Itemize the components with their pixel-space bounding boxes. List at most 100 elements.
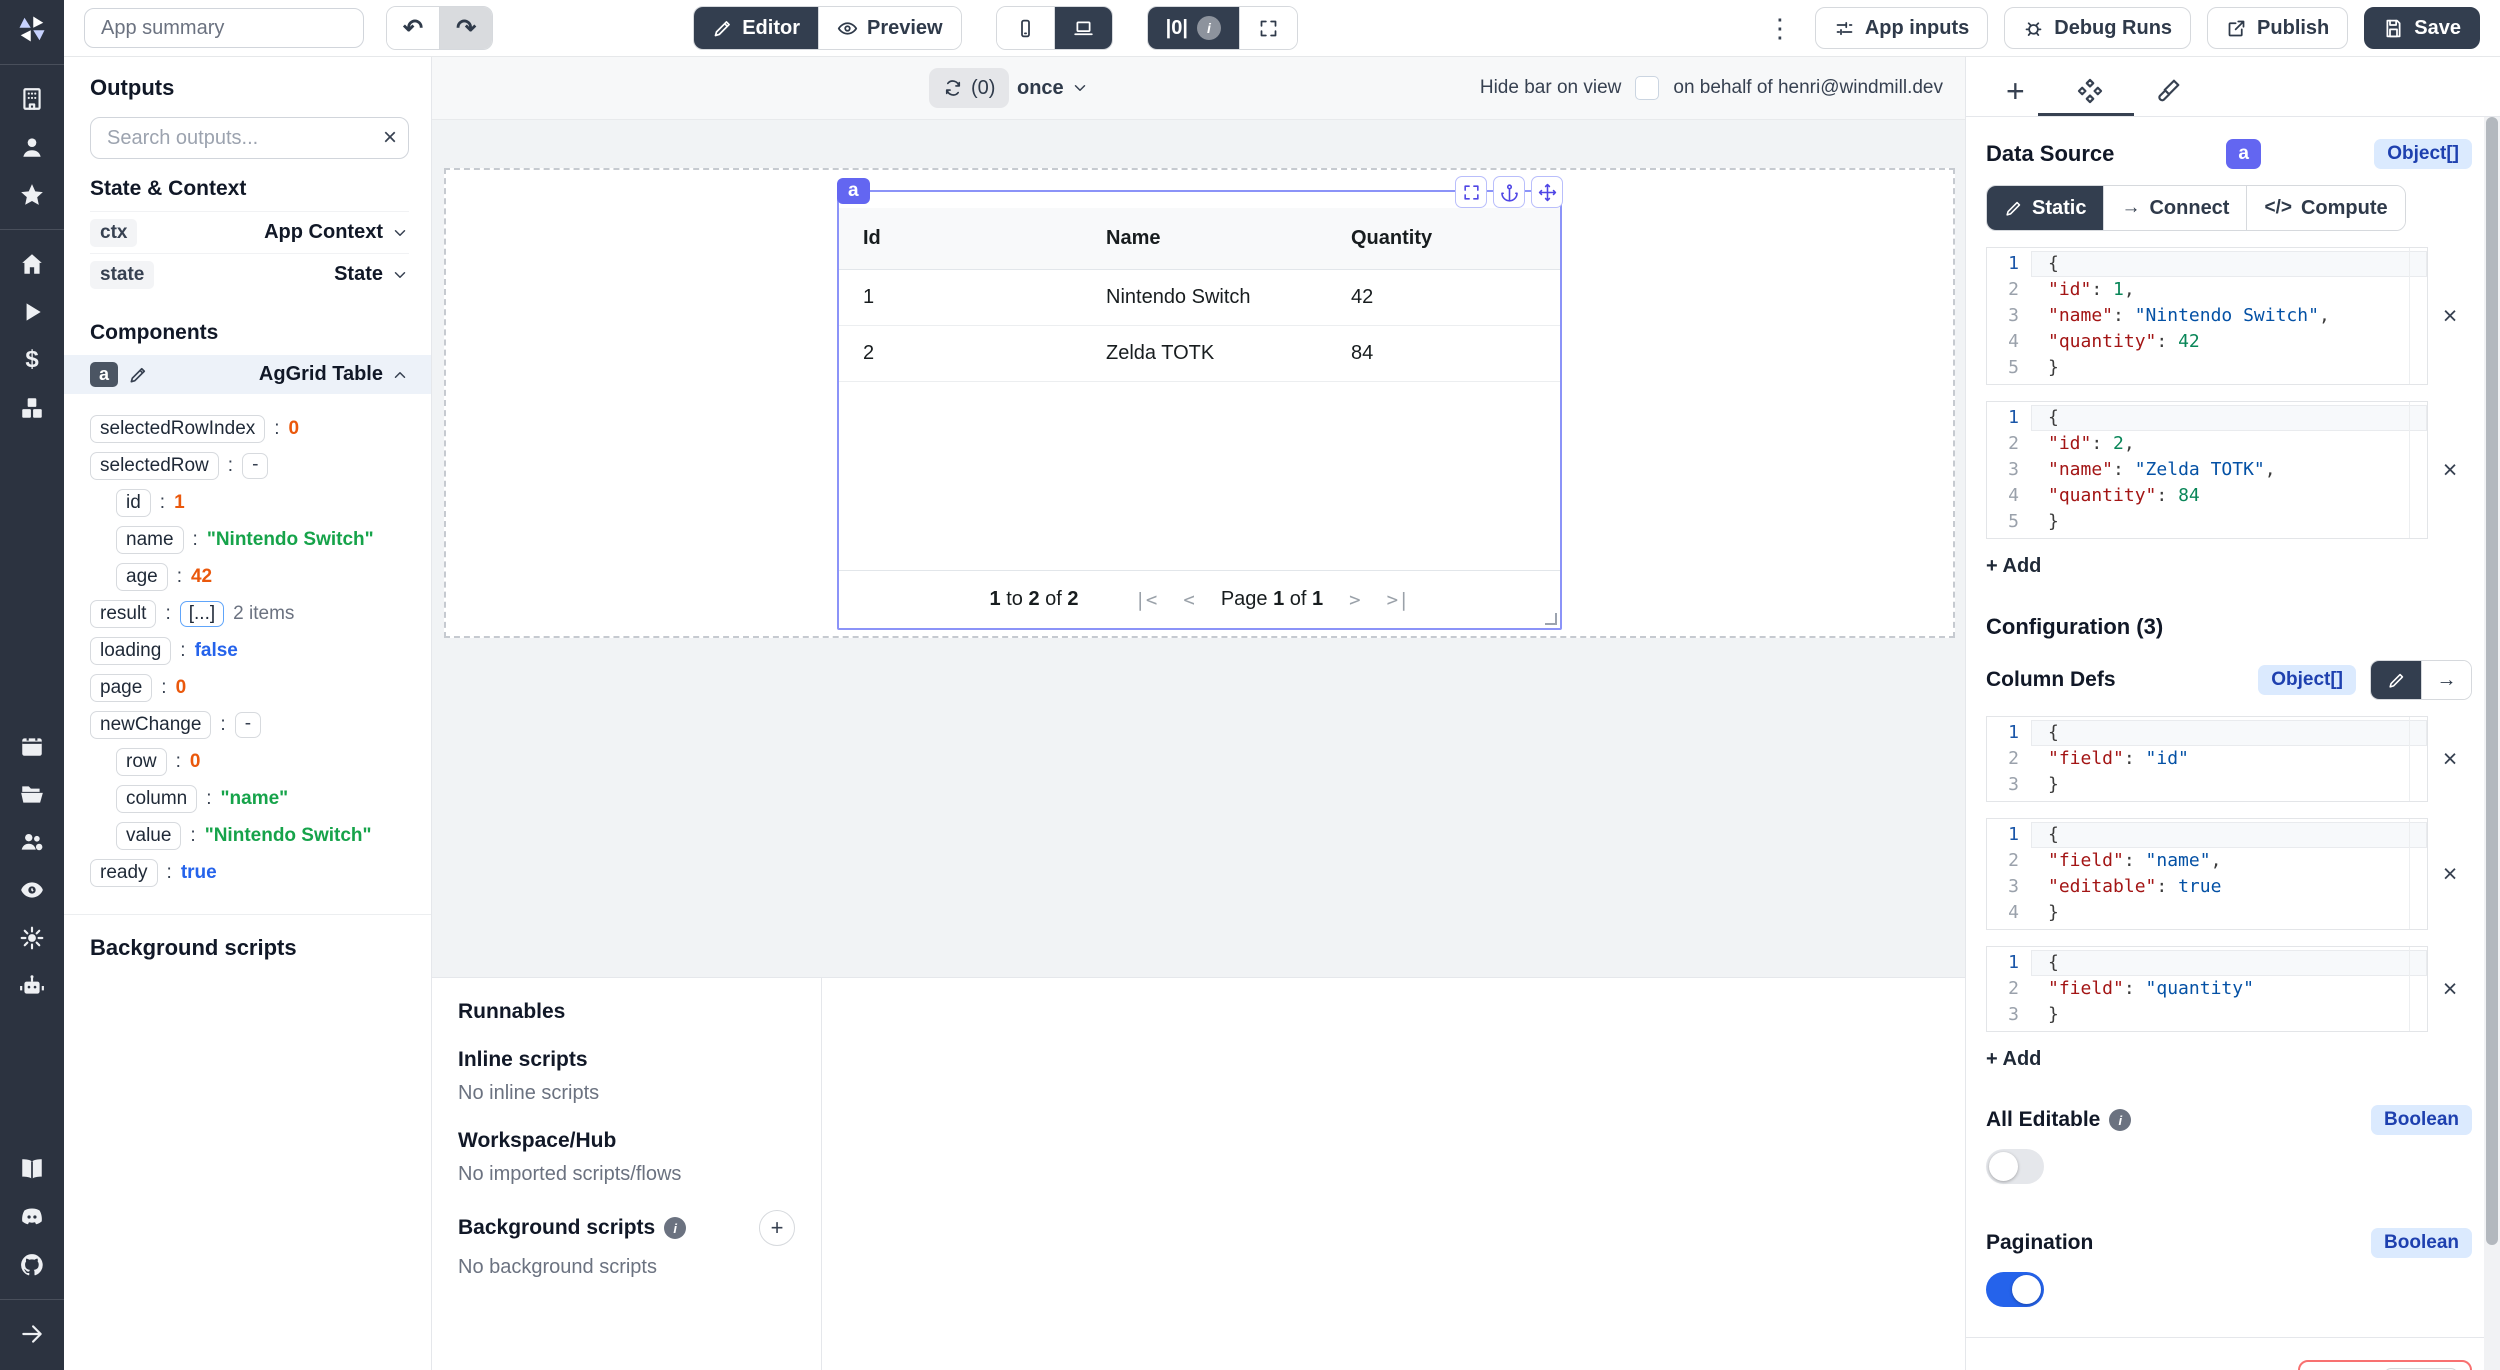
expand-sidebar-arrow-icon[interactable] bbox=[0, 1310, 64, 1358]
json-editor[interactable]: 1{2 "id": 2, 3 "name": "Zelda TOTK", 4 "quant… bbox=[1986, 401, 2428, 539]
home-icon[interactable] bbox=[0, 240, 64, 288]
output-item-column[interactable]: column: "name" bbox=[116, 785, 409, 813]
app-inputs-button[interactable]: App inputs bbox=[1814, 7, 1989, 49]
discord-icon[interactable] bbox=[0, 1193, 64, 1241]
favorites-star-icon[interactable] bbox=[0, 171, 64, 219]
all-editable-toggle[interactable] bbox=[1986, 1149, 2044, 1184]
add-data-source-item-button[interactable]: + Add bbox=[1986, 555, 2042, 577]
delete-component-button[interactable]: Delete ⌘ + bbox=[2298, 1360, 2472, 1370]
column-header[interactable]: Quantity bbox=[1351, 227, 1433, 249]
json-editor[interactable]: 1{2 "field": "quantity" 3} bbox=[1986, 946, 2428, 1032]
static-mode-button[interactable]: Static bbox=[1987, 186, 2104, 230]
settings-gear-icon[interactable] bbox=[0, 914, 64, 962]
component-anchor-icon[interactable] bbox=[1493, 176, 1525, 208]
remove-item-icon[interactable]: × bbox=[2428, 456, 2472, 485]
desktop-view-button[interactable] bbox=[1053, 7, 1112, 49]
user-icon[interactable] bbox=[0, 123, 64, 171]
connect-mode-icon[interactable]: → bbox=[2421, 661, 2471, 699]
runs-play-icon[interactable] bbox=[0, 288, 64, 336]
schedule-mode-dropdown[interactable]: once bbox=[1017, 77, 1089, 100]
component-settings-tab[interactable] bbox=[2077, 71, 2103, 111]
output-item-selectedRow[interactable]: selectedRow: - bbox=[90, 452, 409, 480]
preview-tab[interactable]: Preview bbox=[818, 7, 961, 49]
edit-mode-icon[interactable] bbox=[2371, 661, 2421, 699]
scrollbar-track[interactable] bbox=[2484, 117, 2500, 1370]
debug-runs-button[interactable]: Debug Runs bbox=[2004, 7, 2192, 49]
more-options-kebab-icon[interactable]: ⋮ bbox=[1761, 13, 1799, 44]
first-page-icon[interactable]: |< bbox=[1134, 588, 1158, 611]
aggrid-table-component[interactable]: a Id Name Quantity 1 Nintendo Switch 42 2 Zeld… bbox=[837, 176, 1563, 630]
context-row-state[interactable]: state State bbox=[90, 253, 409, 295]
zoom-reset-button[interactable]: |0| i bbox=[1147, 7, 1239, 49]
output-item-row[interactable]: row:0 bbox=[116, 748, 409, 776]
prev-page-icon[interactable]: < bbox=[1183, 588, 1195, 611]
search-outputs-input[interactable] bbox=[90, 117, 409, 159]
output-item-id[interactable]: id:1 bbox=[116, 489, 409, 517]
schedules-calendar-icon[interactable] bbox=[0, 722, 64, 770]
scrollbar-thumb[interactable] bbox=[2486, 117, 2498, 1245]
resources-cubes-icon[interactable] bbox=[0, 384, 64, 432]
output-item-selectedRowIndex[interactable]: selectedRowIndex:0 bbox=[90, 415, 409, 443]
remove-item-icon[interactable]: × bbox=[2428, 860, 2472, 889]
groups-users-icon[interactable] bbox=[0, 818, 64, 866]
ai-robot-icon[interactable] bbox=[0, 962, 64, 1010]
insert-component-tab[interactable]: + bbox=[2006, 71, 2025, 111]
editor-tab[interactable]: Editor bbox=[694, 7, 818, 49]
background-scripts-title: Background scripts bbox=[90, 935, 297, 960]
docs-book-icon[interactable] bbox=[0, 1145, 64, 1193]
outputs-title: Outputs bbox=[90, 75, 175, 100]
context-row-ctx[interactable]: ctx App Context bbox=[90, 211, 409, 253]
column-header[interactable]: Name bbox=[1106, 227, 1161, 249]
json-editor[interactable]: 1{2 "field": "id" 3} bbox=[1986, 716, 2428, 802]
component-move-icon[interactable] bbox=[1531, 176, 1563, 208]
github-icon[interactable] bbox=[0, 1241, 64, 1289]
undo-button[interactable]: ↶ bbox=[387, 7, 440, 49]
audit-eye-icon[interactable] bbox=[0, 866, 64, 914]
divider bbox=[0, 64, 64, 65]
mobile-view-button[interactable] bbox=[996, 7, 1054, 49]
last-page-icon[interactable]: >| bbox=[1386, 588, 1410, 611]
json-editor[interactable]: 1{2 "id": 1, 3 "name": "Nintendo Switch", 4 "… bbox=[1986, 247, 2428, 385]
hide-bar-checkbox[interactable] bbox=[1635, 76, 1660, 100]
pagination-toggle[interactable] bbox=[1986, 1272, 2044, 1307]
rename-pencil-icon[interactable] bbox=[128, 365, 148, 385]
clear-search-icon[interactable]: × bbox=[382, 124, 397, 151]
output-item-newChange[interactable]: newChange: - bbox=[90, 711, 409, 739]
json-editor[interactable]: 1{2 "field": "name", 3 "editable": true 4} bbox=[1986, 818, 2428, 930]
table-row[interactable]: 2 Zelda TOTK 84 bbox=[839, 326, 1560, 382]
styling-brush-icon[interactable] bbox=[2155, 71, 2181, 111]
context-value: State bbox=[334, 263, 383, 285]
component-fullscreen-icon[interactable] bbox=[1455, 176, 1487, 208]
workspace-icon[interactable] bbox=[0, 75, 64, 123]
chevron-up-icon[interactable] bbox=[391, 366, 409, 384]
output-item-loading[interactable]: loading: false bbox=[90, 637, 409, 665]
output-item-result[interactable]: result: [...] 2 items bbox=[90, 600, 409, 628]
compute-mode-button[interactable]: </> Compute bbox=[2246, 186, 2405, 230]
resize-handle[interactable] bbox=[1545, 613, 1557, 625]
fullscreen-button[interactable] bbox=[1238, 7, 1297, 49]
refresh-button[interactable]: (0) bbox=[929, 68, 1010, 108]
connect-mode-button[interactable]: → Connect bbox=[2103, 186, 2247, 230]
variables-dollar-icon[interactable]: $ bbox=[25, 346, 39, 373]
save-button[interactable]: Save bbox=[2364, 7, 2480, 49]
next-page-icon[interactable]: > bbox=[1349, 588, 1361, 611]
publish-button[interactable]: Publish bbox=[2207, 7, 2349, 49]
info-icon: i bbox=[2109, 1109, 2132, 1131]
component-header[interactable]: a AgGrid Table bbox=[64, 355, 431, 394]
remove-item-icon[interactable]: × bbox=[2428, 302, 2472, 331]
output-item-value[interactable]: value: "Nintendo Switch" bbox=[116, 822, 409, 850]
output-item-page[interactable]: page:0 bbox=[90, 674, 409, 702]
table-row[interactable]: 1 Nintendo Switch 42 bbox=[839, 270, 1560, 326]
redo-button[interactable]: ↷ bbox=[439, 7, 493, 49]
add-background-script-button[interactable]: + bbox=[759, 1210, 795, 1246]
output-item-age[interactable]: age:42 bbox=[116, 563, 409, 591]
remove-item-icon[interactable]: × bbox=[2428, 745, 2472, 774]
windmill-logo-icon[interactable] bbox=[17, 14, 47, 44]
output-item-ready[interactable]: ready: true bbox=[90, 859, 409, 887]
remove-item-icon[interactable]: × bbox=[2428, 975, 2472, 1004]
folders-icon[interactable] bbox=[0, 770, 64, 818]
app-summary-input[interactable] bbox=[84, 8, 364, 48]
add-column-def-button[interactable]: + Add bbox=[1986, 1048, 2042, 1070]
output-item-name[interactable]: name: "Nintendo Switch" bbox=[116, 526, 409, 554]
column-header[interactable]: Id bbox=[863, 227, 881, 249]
